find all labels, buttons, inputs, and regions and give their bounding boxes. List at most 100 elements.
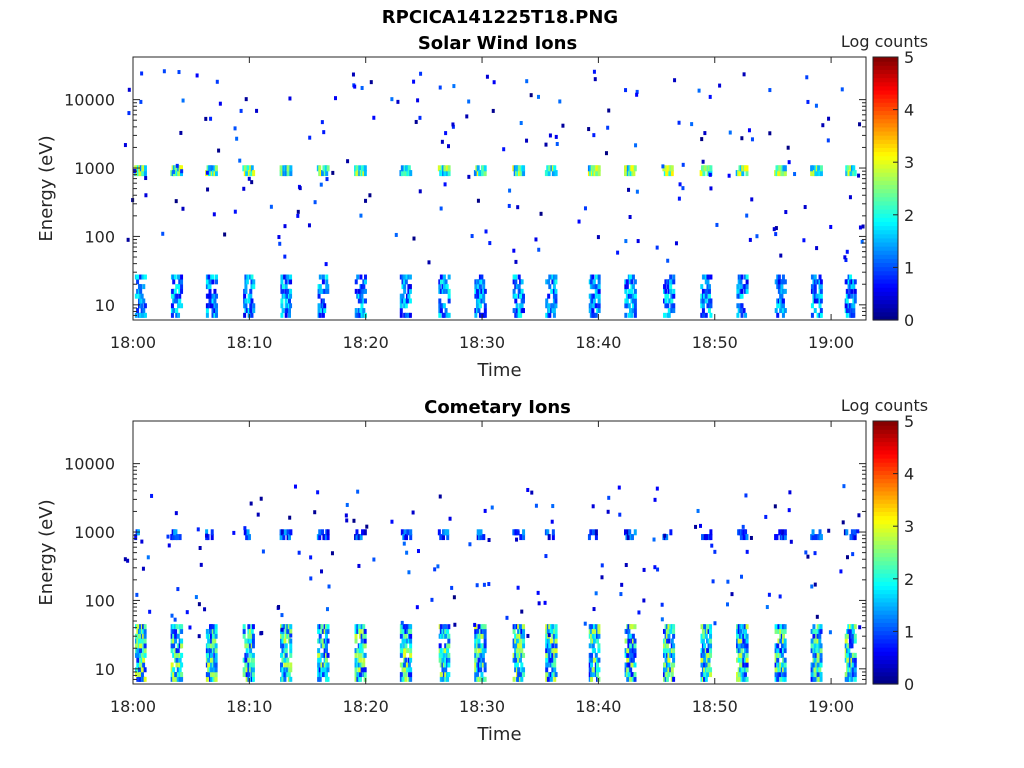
heatmap-cell xyxy=(444,624,448,630)
heatmap-cell xyxy=(330,551,334,556)
heatmap-cell xyxy=(289,279,293,285)
heatmap-cell xyxy=(317,667,321,673)
heatmap-cell xyxy=(701,534,705,541)
heatmap-cell xyxy=(632,170,636,177)
colorbar-swatch xyxy=(873,85,898,91)
heatmap-cell xyxy=(354,657,358,663)
heatmap-cell xyxy=(214,662,218,668)
heatmap-cell xyxy=(628,215,632,220)
heatmap-cell xyxy=(816,633,820,639)
heatmap-cell xyxy=(407,293,411,299)
heatmap-cell xyxy=(491,108,495,113)
heatmap-cell xyxy=(520,662,524,668)
heatmap-cell xyxy=(140,293,144,299)
heatmap-cell xyxy=(405,550,409,555)
heatmap-cell xyxy=(534,237,538,242)
heatmap-cell xyxy=(214,633,218,639)
heatmap-cell xyxy=(708,172,712,177)
heatmap-cell xyxy=(700,284,704,290)
heatmap-cell xyxy=(707,284,711,290)
heatmap-cell xyxy=(211,274,215,280)
heatmap-cell xyxy=(588,308,592,314)
heatmap-cell xyxy=(210,638,214,644)
heatmap-cell xyxy=(142,643,146,649)
heatmap-cell xyxy=(286,624,290,630)
heatmap-cell xyxy=(399,298,403,304)
heatmap-cell xyxy=(438,288,442,294)
heatmap-cell xyxy=(483,624,487,630)
heatmap-cell xyxy=(251,633,255,639)
heatmap-cell xyxy=(812,624,816,630)
heatmap-cell xyxy=(438,494,442,499)
heatmap-cell xyxy=(739,628,743,634)
heatmap-cell xyxy=(768,88,772,93)
heatmap-cell xyxy=(323,308,327,314)
heatmap-cell xyxy=(251,638,255,644)
heatmap-cell xyxy=(777,284,781,290)
heatmap-cell xyxy=(853,662,857,668)
heatmap-cell xyxy=(362,624,366,630)
heatmap-cell xyxy=(482,312,486,318)
heatmap-cell xyxy=(740,293,744,299)
x-tick-label: 18:50 xyxy=(692,333,738,352)
heatmap-cell xyxy=(244,288,248,294)
heatmap-cell xyxy=(781,303,785,309)
colorbar-tick-label: 5 xyxy=(904,48,914,67)
heatmap-cell xyxy=(474,638,478,644)
heatmap-cell xyxy=(551,652,555,658)
heatmap-cell xyxy=(546,628,550,634)
heatmap-cell xyxy=(320,569,324,574)
heatmap-cell xyxy=(781,529,785,536)
heatmap-cell xyxy=(810,648,814,654)
colorbar-swatch xyxy=(873,65,898,70)
heatmap-cell xyxy=(810,662,814,668)
heatmap-cell xyxy=(140,274,144,280)
heatmap-cell xyxy=(596,235,600,240)
heatmap-cell xyxy=(249,648,253,654)
heatmap-cell xyxy=(552,279,556,285)
colorbar-swatch xyxy=(873,106,898,112)
heatmap-cell xyxy=(318,662,322,668)
heatmap-cell xyxy=(289,662,293,668)
heatmap-cell xyxy=(740,574,744,579)
heatmap-cell xyxy=(407,662,411,668)
colorbar-swatch xyxy=(873,647,898,652)
heatmap-cell xyxy=(704,279,708,285)
heatmap-cell xyxy=(819,165,823,172)
heatmap-cell xyxy=(177,284,181,290)
heatmap-cell xyxy=(681,162,685,167)
colorbar-swatch xyxy=(873,254,898,259)
heatmap-cell xyxy=(286,293,290,299)
heatmap-cell xyxy=(483,643,487,649)
heatmap-cell xyxy=(326,638,330,644)
heatmap-cell xyxy=(474,648,478,654)
heatmap-cell xyxy=(210,676,214,682)
heatmap-cell xyxy=(667,633,671,639)
heatmap-cell xyxy=(284,279,288,285)
heatmap-cell xyxy=(214,652,218,658)
heatmap-cell xyxy=(178,298,182,304)
heatmap-cell xyxy=(853,298,857,304)
heatmap-cell xyxy=(740,303,744,309)
heatmap-cell xyxy=(203,607,207,612)
heatmap-cell xyxy=(442,279,446,285)
heatmap-cell xyxy=(704,633,708,639)
heatmap-cell xyxy=(828,630,832,635)
heatmap-cell xyxy=(406,662,410,668)
heatmap-cell xyxy=(318,672,322,678)
heatmap-cell xyxy=(211,308,215,314)
heatmap-cell xyxy=(403,303,407,309)
heatmap-cell xyxy=(742,308,746,314)
colorbar-swatch xyxy=(873,527,898,533)
heatmap-cell xyxy=(514,293,518,299)
heatmap-cell xyxy=(845,298,849,304)
heatmap-cell xyxy=(592,624,596,630)
heatmap-cell xyxy=(214,676,218,682)
heatmap-cell xyxy=(851,624,855,630)
heatmap-cell xyxy=(450,585,454,590)
heatmap-cell xyxy=(819,662,823,668)
heatmap-cell xyxy=(740,288,744,294)
heatmap-cell xyxy=(139,284,143,290)
heatmap-cell xyxy=(407,570,411,575)
heatmap-cell xyxy=(326,662,330,668)
